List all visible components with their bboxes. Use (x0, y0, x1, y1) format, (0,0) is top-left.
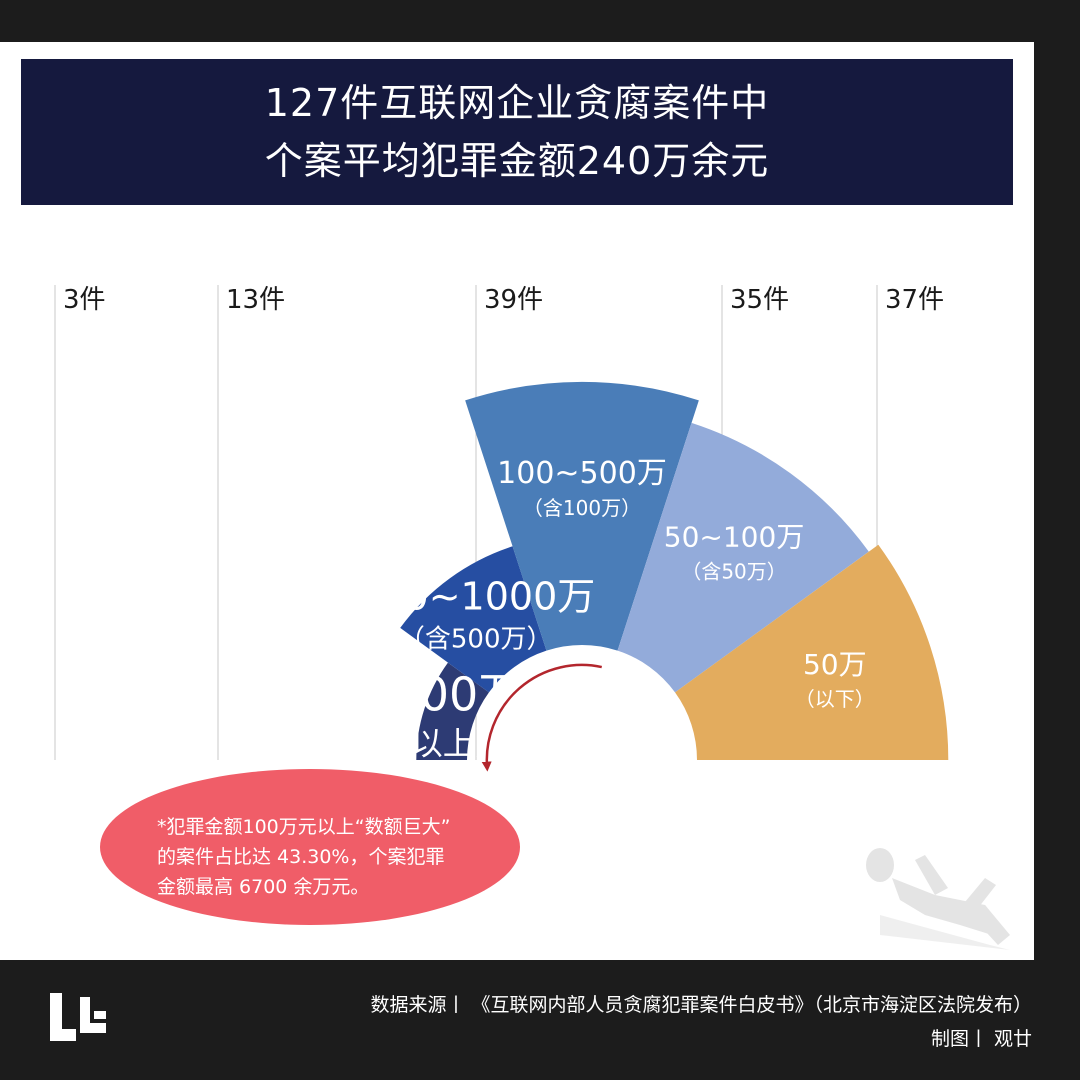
wedge-sublabel-3: （含100万） (523, 496, 641, 520)
source-line: 数据来源丨 《互联网内部人员贪腐犯罪案件白皮书》（北京市海淀区法院发布） (370, 994, 1032, 1016)
title-line-1: 127件互联网企业贪腐案件中 (264, 81, 770, 125)
wedge-label-4: 50~100万 (664, 521, 805, 554)
note-bubble: *犯罪金额100万元以上“数额巨大” 的案件占比达 43.30%，个案犯罪 金额… (100, 769, 520, 925)
count-labels: 3件 13件 39件 35件 37件 (63, 285, 944, 315)
wedge-label-1: 1000万 (361, 668, 524, 722)
count-label-2: 13件 (226, 285, 285, 315)
wedge-3 (465, 381, 699, 651)
count-label-4: 35件 (730, 285, 789, 315)
wedge-2 (400, 546, 547, 693)
brand-logo (50, 993, 106, 1041)
title-banner: 127件互联网企业贪腐案件中 个案平均犯罪金额240万余元 (21, 59, 1013, 205)
note-line-1: *犯罪金额100万元以上“数额巨大” (157, 816, 450, 838)
wedge-5 (675, 544, 949, 760)
wedge-label-2: 500~1000万 (356, 575, 595, 619)
wedge-sublabel-1: （以上） (379, 725, 507, 763)
credit-line: 制图丨 观廿 (930, 1028, 1032, 1050)
wedge-sublabel-5: （以下） (795, 687, 875, 711)
note-line-2: 的案件占比达 43.30%，个案犯罪 (157, 846, 445, 868)
title-line-2: 个案平均犯罪金额240万余元 (264, 139, 770, 183)
wedge-label-3: 100~500万 (497, 456, 667, 491)
falling-figure-illustration (866, 848, 1010, 950)
count-label-3: 39件 (484, 285, 543, 315)
wedges (400, 381, 949, 760)
note-line-3: 金额最高 6700 余万元。 (157, 876, 369, 898)
wedge-1 (416, 662, 489, 760)
wedge-4 (617, 422, 869, 693)
wedge-sublabel-2: （含500万） (399, 625, 553, 655)
footer: 数据来源丨 《互联网内部人员贪腐犯罪案件白皮书》（北京市海淀区法院发布） 制图丨… (370, 988, 1032, 1056)
note-ellipse (100, 769, 520, 925)
count-label-1: 3件 (63, 285, 106, 315)
curved-arrow (481, 663, 603, 772)
count-label-5: 37件 (885, 285, 944, 315)
wedge-sublabel-4: （含50万） (681, 560, 786, 584)
wedge-label-5: 50万 (803, 648, 867, 681)
wedge-labels: 1000万（以上） 500~1000万 （含500万） 100~500万 （含100万）… (356, 456, 875, 763)
